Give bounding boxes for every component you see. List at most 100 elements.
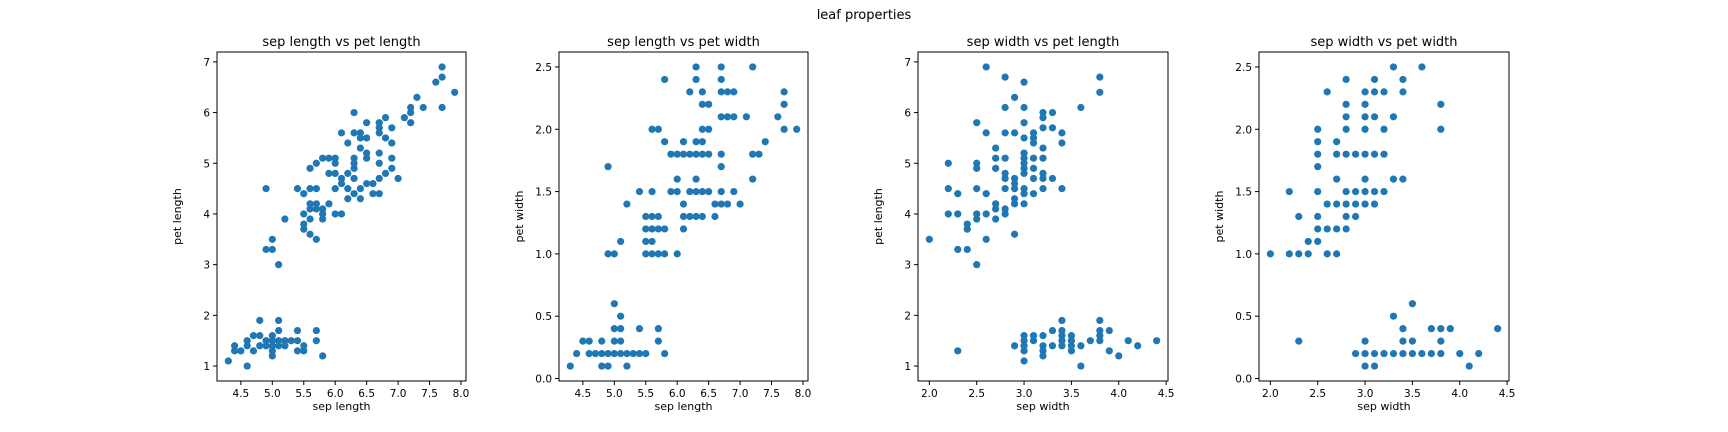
scatter-point xyxy=(1361,200,1369,208)
scatter-point xyxy=(1020,342,1028,350)
scatter-point xyxy=(356,134,364,142)
scatter-point xyxy=(617,337,625,345)
scatter-point xyxy=(992,154,1000,162)
y-tick-label: 2.0 xyxy=(535,124,552,136)
scatter-point xyxy=(992,205,1000,213)
scatter-point xyxy=(793,125,801,133)
scatter-point xyxy=(1370,113,1379,121)
scatter-point xyxy=(1314,237,1322,246)
scatter-point xyxy=(1389,63,1398,71)
x-axis-label: sep length xyxy=(312,400,370,413)
scatter-point xyxy=(1020,169,1028,178)
scatter-point xyxy=(973,119,981,127)
scatter-point xyxy=(1001,210,1009,218)
y-tick-label: 4 xyxy=(904,209,911,221)
scatter-point xyxy=(293,185,302,193)
scatter-point xyxy=(736,200,744,208)
scatter-point xyxy=(375,124,383,132)
y-axis-label: pet width xyxy=(1213,191,1226,243)
x-tick-label: 4.5 xyxy=(1158,388,1175,400)
scatter-point xyxy=(698,125,706,133)
scatter-point xyxy=(293,337,302,345)
scatter-point xyxy=(375,129,383,137)
scatter-point xyxy=(1039,124,1047,132)
scatter-point xyxy=(268,347,276,355)
scatter-point xyxy=(394,174,402,183)
x-axis-label: sep width xyxy=(1016,400,1069,413)
scatter-point xyxy=(1361,125,1369,133)
scatter-point xyxy=(973,215,981,223)
scatter-point xyxy=(642,225,650,233)
scatter-point xyxy=(679,138,688,146)
scatter-point xyxy=(1361,187,1369,196)
scatter-point xyxy=(407,103,415,112)
scatter-point xyxy=(1029,190,1038,198)
subplot-title: sep length vs pet length xyxy=(262,35,420,50)
scatter-point xyxy=(1427,325,1435,333)
scatter-point xyxy=(1067,342,1076,350)
x-tick-label: 6.5 xyxy=(700,388,717,400)
scatter-point xyxy=(356,129,364,137)
scatter-point xyxy=(1020,149,1028,157)
scatter-point xyxy=(350,154,358,162)
scatter-point xyxy=(780,88,788,96)
scatter-point xyxy=(1399,337,1407,345)
scatter-point xyxy=(1351,212,1360,221)
scatter-point xyxy=(1418,63,1426,71)
scatter-point xyxy=(337,210,346,218)
scatter-point xyxy=(249,332,258,340)
scatter-point xyxy=(1351,200,1360,208)
x-tick-label: 4.0 xyxy=(1451,388,1468,400)
scatter-point xyxy=(1475,349,1483,358)
scatter-point xyxy=(673,187,681,196)
scatter-point xyxy=(312,185,320,193)
scatter-point xyxy=(749,150,757,158)
scatter-point xyxy=(692,138,700,146)
scatter-point xyxy=(1086,337,1094,345)
scatter-point xyxy=(312,326,320,335)
scatter-point xyxy=(973,210,981,218)
scatter-point xyxy=(325,169,333,178)
scatter-point xyxy=(1437,349,1445,358)
scatter-point xyxy=(325,200,333,208)
scatter-point xyxy=(1446,325,1454,333)
scatter-point xyxy=(319,215,327,223)
scatter-point xyxy=(319,154,327,162)
scatter-point xyxy=(1020,190,1028,198)
scatter-point xyxy=(243,337,251,345)
scatter-point xyxy=(1314,150,1322,158)
scatter-point xyxy=(973,164,981,172)
scatter-point xyxy=(679,212,688,221)
scatter-point xyxy=(281,215,289,223)
scatter-point xyxy=(1058,316,1066,325)
scatter-point xyxy=(1342,150,1350,158)
scatter-point xyxy=(717,88,725,96)
scatter-point xyxy=(742,113,750,121)
scatter-point xyxy=(717,187,725,196)
scatter-point xyxy=(1370,150,1379,158)
scatter-point xyxy=(610,337,618,345)
y-tick-label: 7 xyxy=(904,57,911,69)
scatter-point xyxy=(692,212,700,221)
scatter-point xyxy=(1380,88,1388,96)
x-tick-label: 2.5 xyxy=(968,388,985,400)
x-tick-label: 7.5 xyxy=(763,388,780,400)
scatter-point xyxy=(350,190,358,198)
scatter-point xyxy=(1134,342,1142,350)
scatter-point xyxy=(1010,195,1019,203)
scatter-point xyxy=(1380,150,1388,158)
axes-frame xyxy=(558,51,809,382)
scatter-point xyxy=(256,316,264,325)
scatter-point xyxy=(312,159,320,167)
scatter-point xyxy=(1096,316,1104,325)
figure-suptitle: leaf properties xyxy=(817,8,912,23)
scatter-point xyxy=(1304,250,1312,258)
scatter-point xyxy=(312,205,320,213)
x-tick-label: 4.5 xyxy=(575,388,592,400)
scatter-point xyxy=(642,212,650,221)
scatter-point xyxy=(648,212,656,221)
scatter-point xyxy=(1361,175,1369,183)
scatter-point xyxy=(635,325,644,333)
scatter-point xyxy=(363,154,371,162)
scatter-point xyxy=(1370,349,1379,358)
